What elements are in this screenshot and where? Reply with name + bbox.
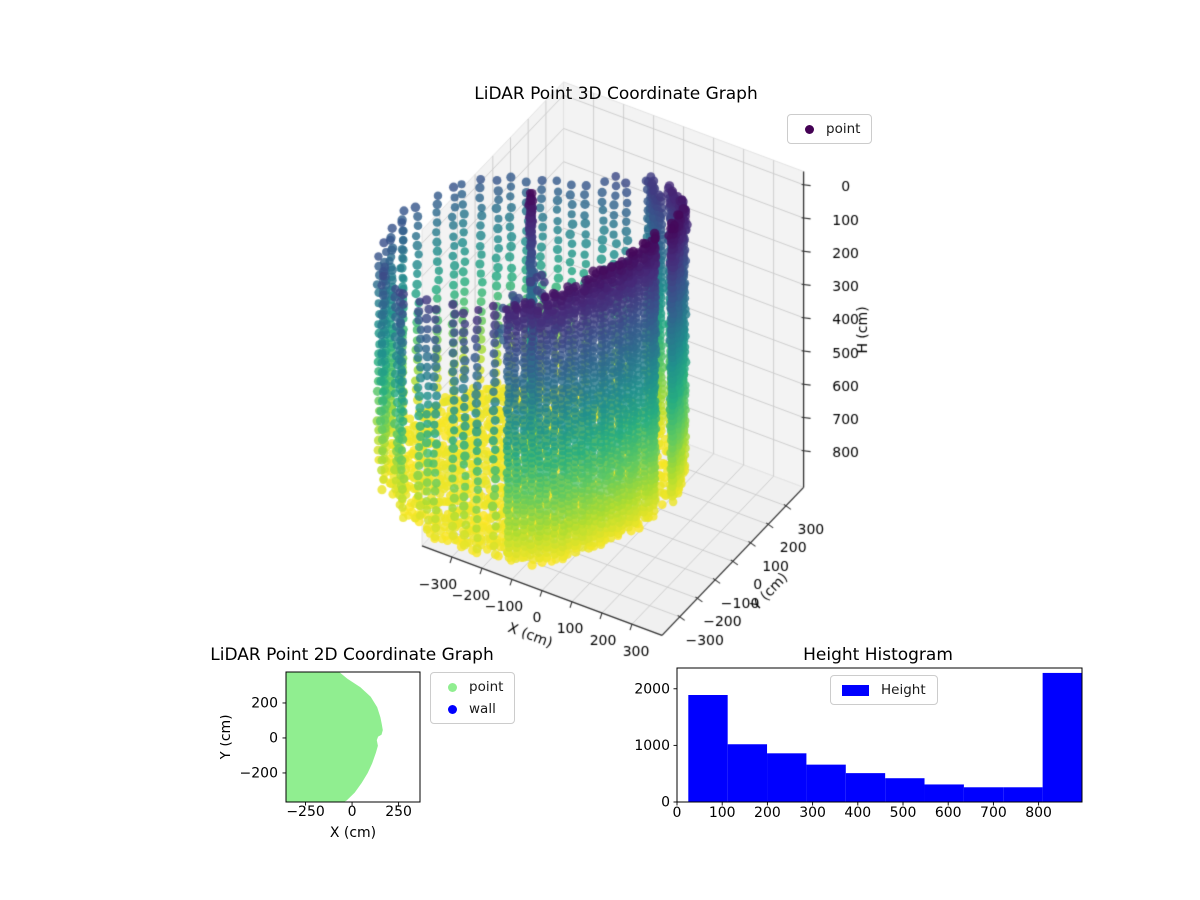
histogram-ytick: 2000 — [634, 681, 670, 697]
legend-circle-marker — [805, 124, 814, 134]
histogram-spines — [676, 667, 1083, 803]
plot2d-point-region — [286, 672, 383, 802]
plot3d-title: LiDAR Point 3D Coordinate Graph — [474, 84, 758, 104]
histogram-bar — [1042, 672, 1082, 802]
plot2d-ylabel: Y (cm) — [220, 714, 234, 760]
histogram-bar — [924, 784, 964, 802]
histogram-bar — [885, 778, 925, 802]
legend-label: Height — [881, 682, 926, 698]
plot2d-ytick: −200 — [240, 765, 278, 781]
histogram-xtick: 600 — [935, 805, 962, 821]
legend-circle-marker — [448, 682, 457, 692]
histogram-ytick: 1000 — [634, 738, 670, 754]
histogram-title: Height Histogram — [803, 645, 953, 665]
histogram-bar — [1003, 787, 1043, 802]
plot2d-xlabel: X (cm) — [330, 825, 376, 841]
legend-item: point — [799, 118, 860, 140]
histogram-xtick: 0 — [673, 805, 682, 821]
plot2d-ytick: 0 — [269, 730, 278, 746]
histogram-xtick: 100 — [709, 805, 736, 821]
plot2d-ytick: 200 — [251, 695, 278, 711]
plot2d-title: LiDAR Point 2D Coordinate Graph — [210, 645, 494, 665]
histogram-bar — [963, 787, 1004, 802]
histogram-xtick: 400 — [844, 805, 871, 821]
legend-item: wall — [442, 698, 503, 720]
legend-item: point — [442, 676, 503, 698]
histogram-xtick: 300 — [799, 805, 826, 821]
histogram-xtick: 500 — [890, 805, 917, 821]
histogram-bar — [688, 695, 728, 802]
plot2d-xtick: 250 — [385, 804, 412, 820]
legend-label: point — [826, 121, 861, 137]
plot2d-legend: point wall — [430, 672, 516, 724]
plot3d-legend: point — [787, 114, 873, 144]
legend-label: point — [469, 679, 504, 695]
legend-circle-marker — [448, 704, 457, 714]
plot2d-xtick: −250 — [286, 804, 324, 820]
legend-item: Height — [842, 679, 926, 701]
histogram-xtick: 700 — [980, 805, 1007, 821]
histogram-bar — [806, 764, 846, 802]
histogram-bar — [767, 753, 807, 802]
plot2d-spines — [285, 671, 421, 803]
plot2d-plot: −250 0 250 −200 0 200 X (cm) Y (cm) — [220, 671, 421, 841]
histogram-bar — [727, 744, 768, 802]
histogram-xtick: 200 — [754, 805, 781, 821]
histogram-ytick: 0 — [661, 795, 670, 811]
legend-rect-marker — [842, 684, 869, 696]
plot2d-xtick: 0 — [348, 804, 357, 820]
histogram-xtick: 800 — [1025, 805, 1052, 821]
histogram-plot: 0 100 200 300 400 500 600 700 800 0 1000 2000 — [634, 667, 1083, 821]
legend-label: wall — [469, 701, 496, 717]
histogram-legend: Height — [830, 675, 938, 705]
histogram-bar — [845, 773, 886, 802]
